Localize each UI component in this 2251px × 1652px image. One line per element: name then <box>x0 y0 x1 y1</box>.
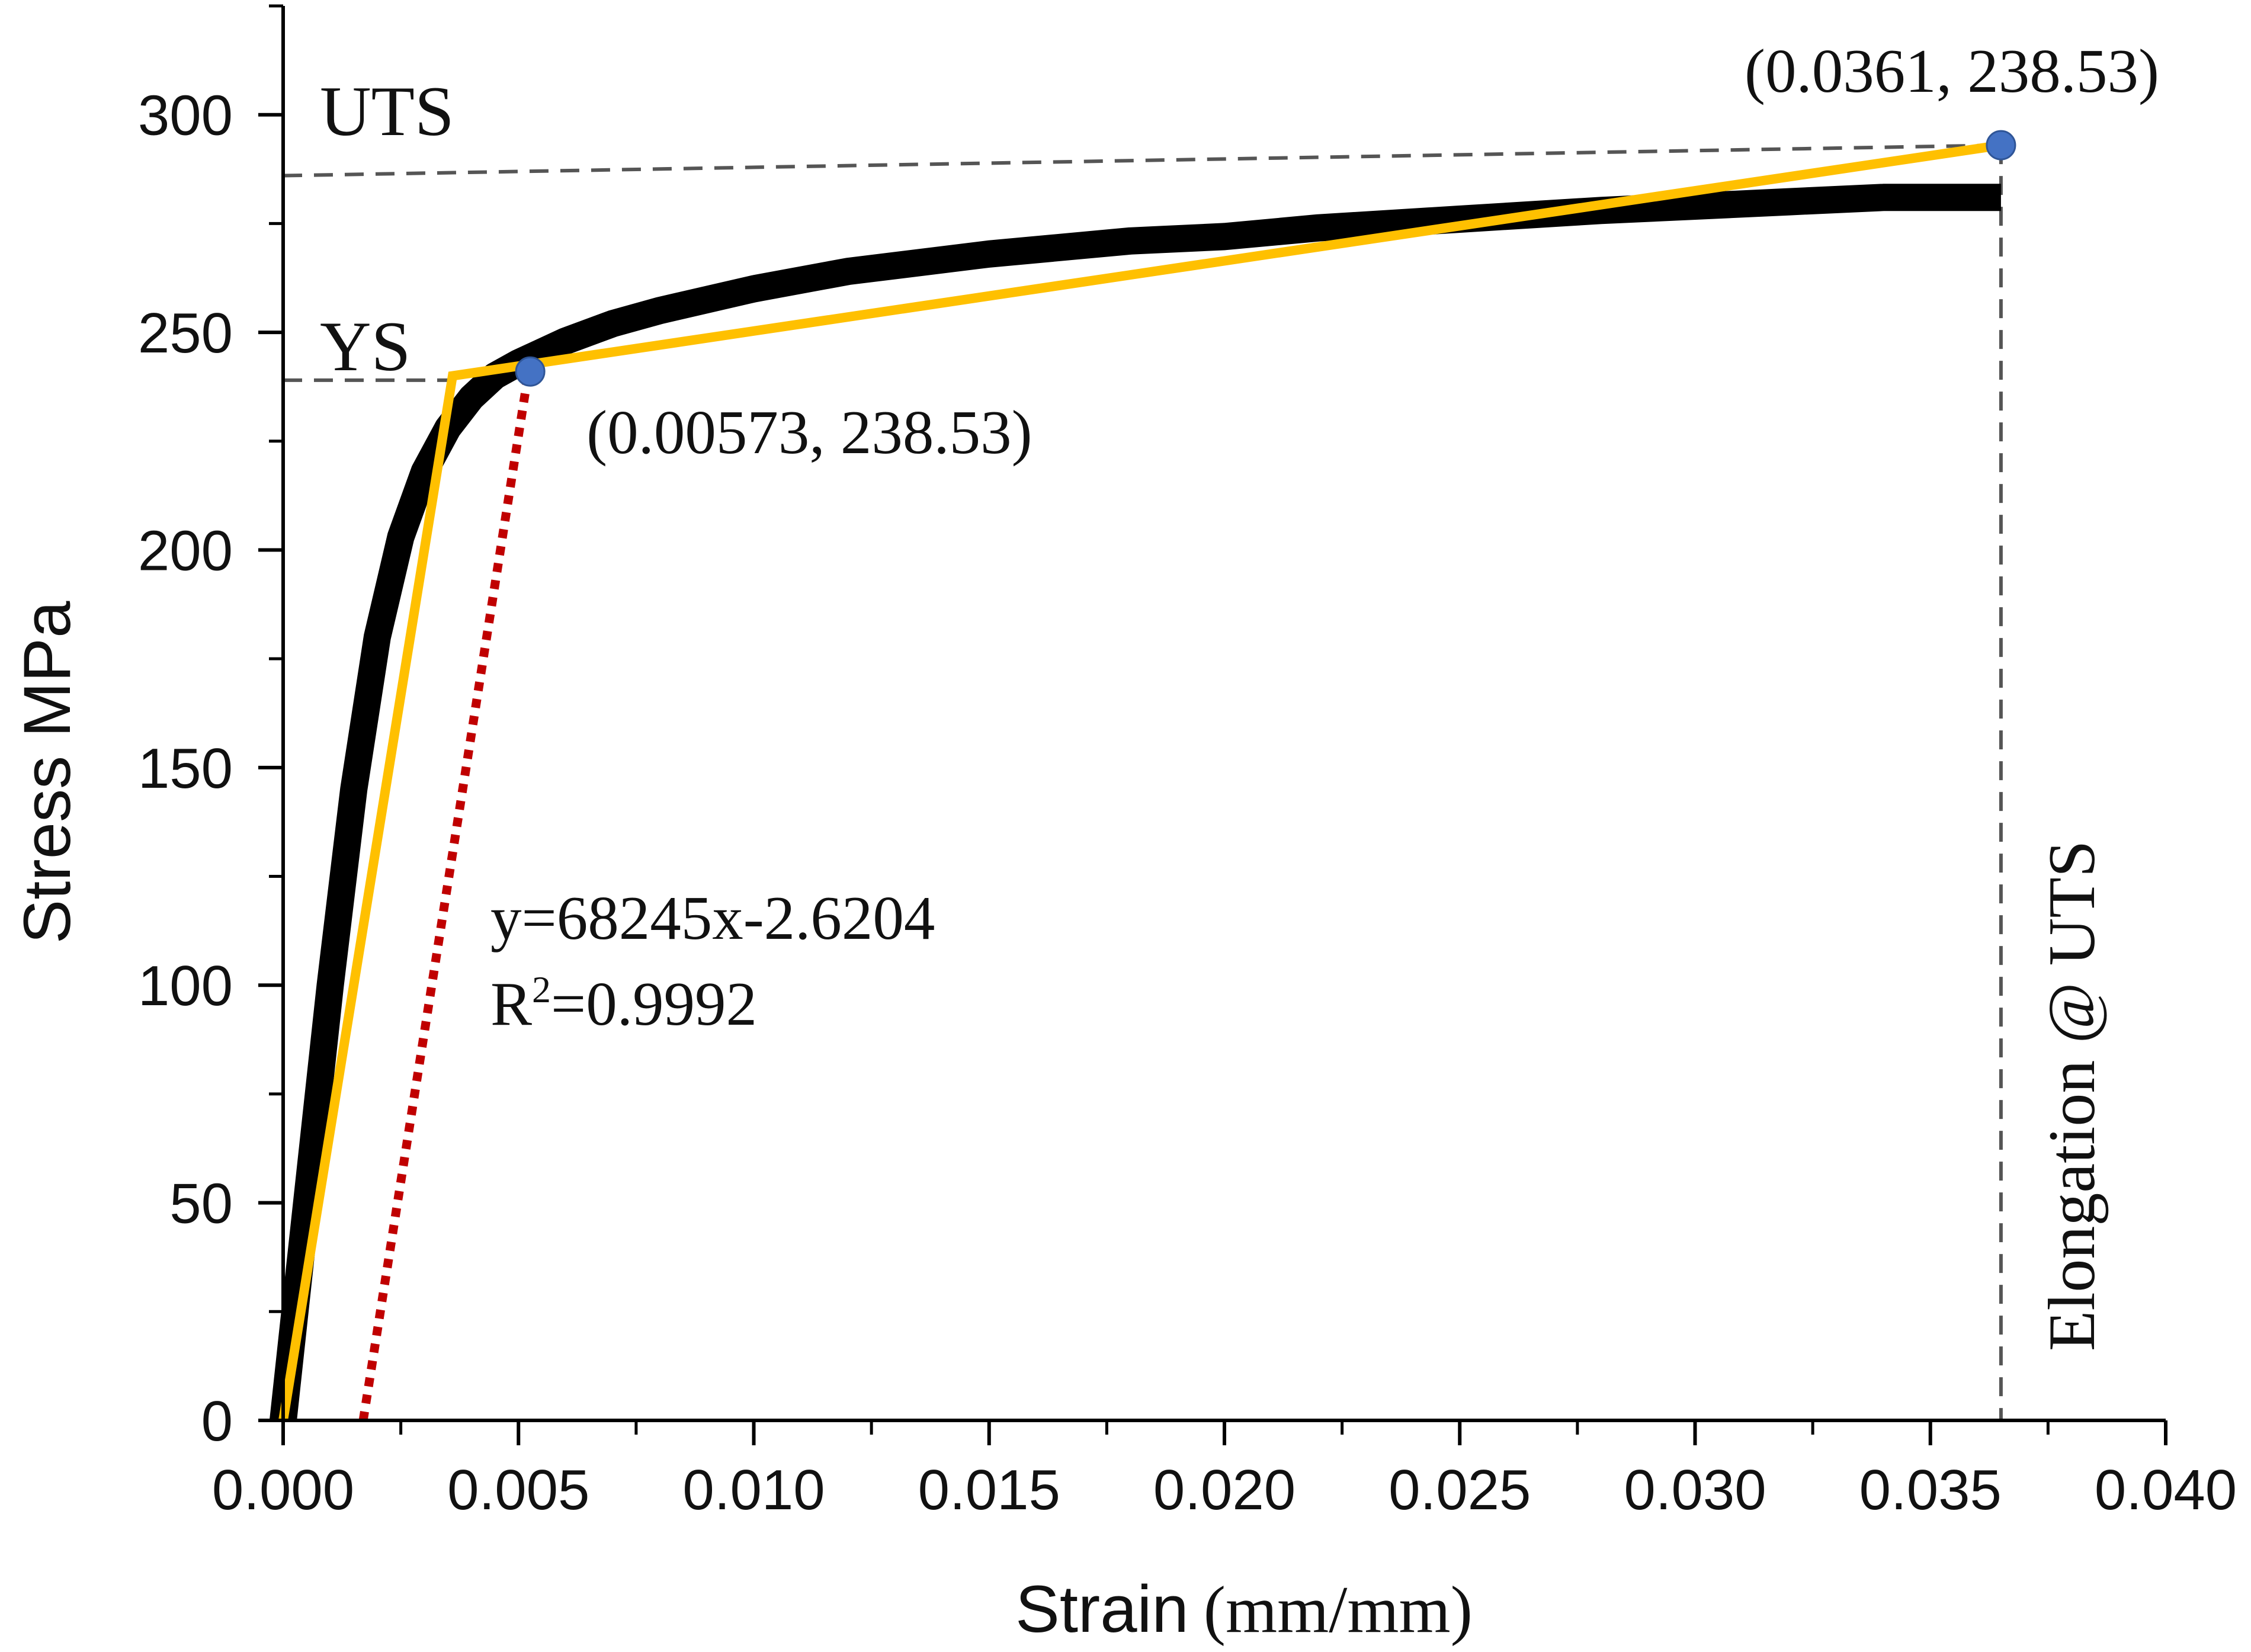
fit-equation: y=68245x-2.6204 <box>490 883 935 952</box>
ys-annotation: YS <box>320 307 411 386</box>
x-tick-label: 0.035 <box>1859 1458 2002 1522</box>
x-axis-title: Strain (mm/mm) <box>1015 1572 1473 1647</box>
fit-r-squared: R2=0.9992 <box>490 968 757 1038</box>
x-axis-title-name: Strain <box>1015 1572 1189 1646</box>
data-layer <box>270 130 2016 1422</box>
uts-reference-line <box>283 143 2001 178</box>
y-tick-label: 250 <box>138 301 233 365</box>
y-tick-label: 200 <box>138 519 233 582</box>
x-tick-label: 0.040 <box>2095 1458 2237 1522</box>
yield-point-label: (0.00573, 238.53) <box>586 397 1032 467</box>
uts-point-label: (0.0361, 238.53) <box>1745 36 2159 105</box>
yield-point-marker <box>515 356 546 387</box>
elongation-annotation: Elongation @ UTS <box>2035 841 2109 1351</box>
x-tick-label: 0.030 <box>1624 1458 1766 1522</box>
offset-line <box>358 375 533 1422</box>
y-axis-title: Stress MPa <box>10 601 84 944</box>
y-tick-label: 300 <box>138 84 233 147</box>
x-tick-label: 0.015 <box>918 1458 1060 1522</box>
x-axis-title-unit: (mm/mm) <box>1204 1573 1473 1647</box>
axis-ticks: 0.000 0.005 0.010 0.015 0.020 0.025 0.030 0.035… <box>138 4 2237 1522</box>
y-tick-label: 50 <box>169 1172 233 1236</box>
r2-prefix: R <box>490 969 532 1038</box>
x-tick-label: 0.005 <box>447 1458 589 1522</box>
y-tick-label: 150 <box>138 737 233 800</box>
r2-value: =0.9992 <box>551 969 757 1038</box>
y-tick-label: 0 <box>201 1390 233 1453</box>
r2-superscript: 2 <box>532 968 551 1011</box>
uts-point-marker <box>1986 130 2016 161</box>
x-tick-label: 0.000 <box>212 1458 354 1522</box>
axes <box>281 6 2166 1422</box>
uts-annotation: UTS <box>320 72 454 150</box>
x-tick-label: 0.010 <box>682 1458 825 1522</box>
y-tick-label: 100 <box>138 954 233 1018</box>
bilinear-fit-line <box>278 140 2002 1422</box>
x-tick-label: 0.025 <box>1389 1458 1531 1522</box>
x-tick-label: 0.020 <box>1153 1458 1296 1522</box>
